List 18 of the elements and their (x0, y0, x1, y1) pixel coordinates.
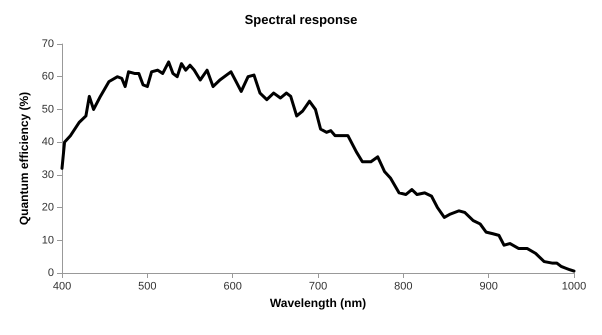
y-tick-label: 20 (42, 202, 54, 214)
x-tick-label: 700 (308, 280, 328, 292)
x-tick-label: 900 (479, 280, 498, 292)
y-tick-label: 60 (42, 70, 54, 83)
x-tick-label: 600 (223, 280, 242, 292)
x-tick-label: 1000 (562, 280, 586, 292)
y-tick-label: 0 (48, 267, 54, 279)
y-axis-title: Quantum efficiency (%) (17, 92, 31, 226)
y-tick-label: 30 (42, 168, 54, 181)
x-tick-label: 500 (138, 280, 157, 292)
x-axis-title: Wavelength (nm) (270, 296, 366, 310)
y-tick-label: 40 (42, 136, 54, 148)
y-tick-label: 50 (42, 103, 54, 116)
x-tick-label: 800 (394, 280, 413, 292)
y-tick-label: 10 (42, 234, 54, 246)
x-tick-label: 400 (52, 280, 72, 292)
chart-title: Spectral response (244, 12, 358, 27)
y-tick-label: 70 (42, 38, 54, 50)
